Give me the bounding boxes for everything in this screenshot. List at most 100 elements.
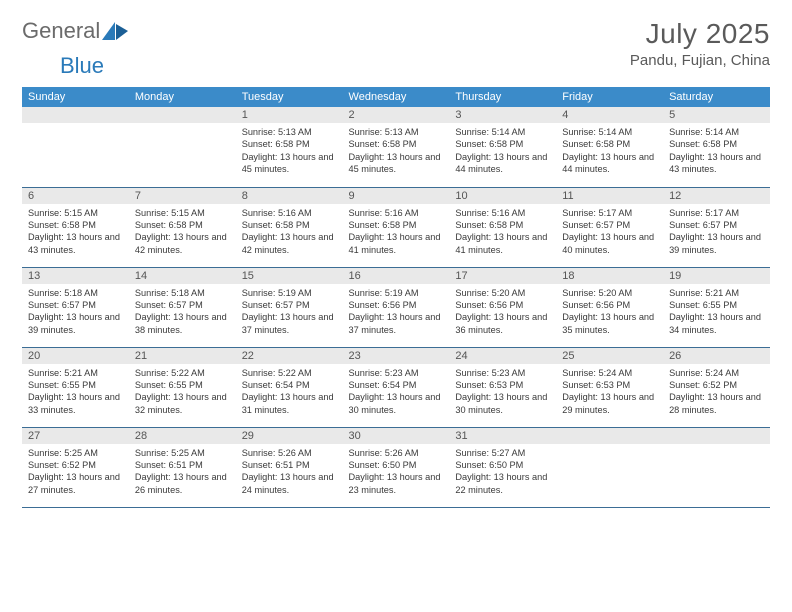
daylight-text: Daylight: 13 hours and 42 minutes.	[135, 231, 230, 256]
sunset-text: Sunset: 6:58 PM	[349, 219, 444, 231]
calendar-cell: 10Sunrise: 5:16 AMSunset: 6:58 PMDayligh…	[449, 187, 556, 267]
sunrise-text: Sunrise: 5:23 AM	[455, 367, 550, 379]
daylight-text: Daylight: 13 hours and 42 minutes.	[242, 231, 337, 256]
day-number: 15	[236, 268, 343, 284]
daylight-text: Daylight: 13 hours and 35 minutes.	[562, 311, 657, 336]
sunrise-text: Sunrise: 5:22 AM	[135, 367, 230, 379]
calendar-cell: 14Sunrise: 5:18 AMSunset: 6:57 PMDayligh…	[129, 267, 236, 347]
day-details: Sunrise: 5:13 AMSunset: 6:58 PMDaylight:…	[236, 123, 343, 181]
sunrise-text: Sunrise: 5:27 AM	[455, 447, 550, 459]
daylight-text: Daylight: 13 hours and 44 minutes.	[455, 151, 550, 176]
dayhead-saturday: Saturday	[663, 87, 770, 107]
sunset-text: Sunset: 6:50 PM	[349, 459, 444, 471]
sunset-text: Sunset: 6:51 PM	[242, 459, 337, 471]
sunrise-text: Sunrise: 5:17 AM	[562, 207, 657, 219]
daylight-text: Daylight: 13 hours and 41 minutes.	[349, 231, 444, 256]
brand-name-b: Blue	[60, 53, 104, 78]
sunset-text: Sunset: 6:58 PM	[242, 138, 337, 150]
calendar-cell: 6Sunrise: 5:15 AMSunset: 6:58 PMDaylight…	[22, 187, 129, 267]
sunrise-text: Sunrise: 5:22 AM	[242, 367, 337, 379]
calendar-body: 1Sunrise: 5:13 AMSunset: 6:58 PMDaylight…	[22, 107, 770, 507]
sunset-text: Sunset: 6:58 PM	[669, 138, 764, 150]
daylight-text: Daylight: 13 hours and 36 minutes.	[455, 311, 550, 336]
sunset-text: Sunset: 6:54 PM	[242, 379, 337, 391]
day-details: Sunrise: 5:20 AMSunset: 6:56 PMDaylight:…	[556, 284, 663, 342]
calendar-cell: 27Sunrise: 5:25 AMSunset: 6:52 PMDayligh…	[22, 427, 129, 507]
daylight-text: Daylight: 13 hours and 40 minutes.	[562, 231, 657, 256]
calendar-cell: 12Sunrise: 5:17 AMSunset: 6:57 PMDayligh…	[663, 187, 770, 267]
sunset-text: Sunset: 6:56 PM	[562, 299, 657, 311]
sunrise-text: Sunrise: 5:14 AM	[669, 126, 764, 138]
sunrise-text: Sunrise: 5:14 AM	[562, 126, 657, 138]
calendar-page: General July 2025 Pandu, Fujian, China B…	[0, 0, 792, 526]
calendar-cell: 25Sunrise: 5:24 AMSunset: 6:53 PMDayligh…	[556, 347, 663, 427]
calendar-cell: 28Sunrise: 5:25 AMSunset: 6:51 PMDayligh…	[129, 427, 236, 507]
calendar-cell	[663, 427, 770, 507]
sunrise-text: Sunrise: 5:24 AM	[669, 367, 764, 379]
day-number: 4	[556, 107, 663, 123]
day-details: Sunrise: 5:20 AMSunset: 6:56 PMDaylight:…	[449, 284, 556, 342]
day-details: Sunrise: 5:18 AMSunset: 6:57 PMDaylight:…	[129, 284, 236, 342]
calendar-table: Sunday Monday Tuesday Wednesday Thursday…	[22, 87, 770, 508]
sail-icon	[102, 22, 128, 40]
calendar-cell: 29Sunrise: 5:26 AMSunset: 6:51 PMDayligh…	[236, 427, 343, 507]
day-number: 22	[236, 348, 343, 364]
day-number: 26	[663, 348, 770, 364]
day-number: 23	[343, 348, 450, 364]
sunrise-text: Sunrise: 5:13 AM	[349, 126, 444, 138]
calendar-cell: 15Sunrise: 5:19 AMSunset: 6:57 PMDayligh…	[236, 267, 343, 347]
sunrise-text: Sunrise: 5:20 AM	[455, 287, 550, 299]
day-details: Sunrise: 5:16 AMSunset: 6:58 PMDaylight:…	[236, 204, 343, 262]
day-details: Sunrise: 5:15 AMSunset: 6:58 PMDaylight:…	[22, 204, 129, 262]
daylight-text: Daylight: 13 hours and 38 minutes.	[135, 311, 230, 336]
month-title: July 2025	[630, 18, 770, 50]
day-number: 5	[663, 107, 770, 123]
day-number: 29	[236, 428, 343, 444]
sunset-text: Sunset: 6:52 PM	[28, 459, 123, 471]
dayhead-wednesday: Wednesday	[343, 87, 450, 107]
day-number: 24	[449, 348, 556, 364]
calendar-cell	[129, 107, 236, 187]
sunset-text: Sunset: 6:55 PM	[28, 379, 123, 391]
day-number	[556, 428, 663, 444]
title-block: July 2025 Pandu, Fujian, China	[630, 18, 770, 69]
daylight-text: Daylight: 13 hours and 44 minutes.	[562, 151, 657, 176]
day-number: 7	[129, 188, 236, 204]
calendar-cell: 3Sunrise: 5:14 AMSunset: 6:58 PMDaylight…	[449, 107, 556, 187]
sunset-text: Sunset: 6:51 PM	[135, 459, 230, 471]
sunrise-text: Sunrise: 5:18 AM	[28, 287, 123, 299]
day-number	[663, 428, 770, 444]
dayhead-tuesday: Tuesday	[236, 87, 343, 107]
sunset-text: Sunset: 6:57 PM	[669, 219, 764, 231]
day-details: Sunrise: 5:17 AMSunset: 6:57 PMDaylight:…	[663, 204, 770, 262]
day-details: Sunrise: 5:23 AMSunset: 6:53 PMDaylight:…	[449, 364, 556, 422]
day-number: 30	[343, 428, 450, 444]
day-details: Sunrise: 5:16 AMSunset: 6:58 PMDaylight:…	[449, 204, 556, 262]
sunrise-text: Sunrise: 5:14 AM	[455, 126, 550, 138]
daylight-text: Daylight: 13 hours and 23 minutes.	[349, 471, 444, 496]
daylight-text: Daylight: 13 hours and 26 minutes.	[135, 471, 230, 496]
day-details: Sunrise: 5:21 AMSunset: 6:55 PMDaylight:…	[663, 284, 770, 342]
daylight-text: Daylight: 13 hours and 45 minutes.	[242, 151, 337, 176]
day-number: 1	[236, 107, 343, 123]
daylight-text: Daylight: 13 hours and 41 minutes.	[455, 231, 550, 256]
sunrise-text: Sunrise: 5:21 AM	[669, 287, 764, 299]
calendar-cell: 21Sunrise: 5:22 AMSunset: 6:55 PMDayligh…	[129, 347, 236, 427]
daylight-text: Daylight: 13 hours and 28 minutes.	[669, 391, 764, 416]
day-number: 3	[449, 107, 556, 123]
calendar-cell: 17Sunrise: 5:20 AMSunset: 6:56 PMDayligh…	[449, 267, 556, 347]
day-number: 19	[663, 268, 770, 284]
day-number: 16	[343, 268, 450, 284]
daylight-text: Daylight: 13 hours and 37 minutes.	[349, 311, 444, 336]
calendar-week: 1Sunrise: 5:13 AMSunset: 6:58 PMDaylight…	[22, 107, 770, 187]
day-number: 9	[343, 188, 450, 204]
sunset-text: Sunset: 6:57 PM	[135, 299, 230, 311]
sunrise-text: Sunrise: 5:16 AM	[455, 207, 550, 219]
sunrise-text: Sunrise: 5:20 AM	[562, 287, 657, 299]
day-details: Sunrise: 5:19 AMSunset: 6:56 PMDaylight:…	[343, 284, 450, 342]
day-number: 25	[556, 348, 663, 364]
day-details: Sunrise: 5:22 AMSunset: 6:55 PMDaylight:…	[129, 364, 236, 422]
sunrise-text: Sunrise: 5:23 AM	[349, 367, 444, 379]
sunset-text: Sunset: 6:56 PM	[455, 299, 550, 311]
day-details: Sunrise: 5:22 AMSunset: 6:54 PMDaylight:…	[236, 364, 343, 422]
